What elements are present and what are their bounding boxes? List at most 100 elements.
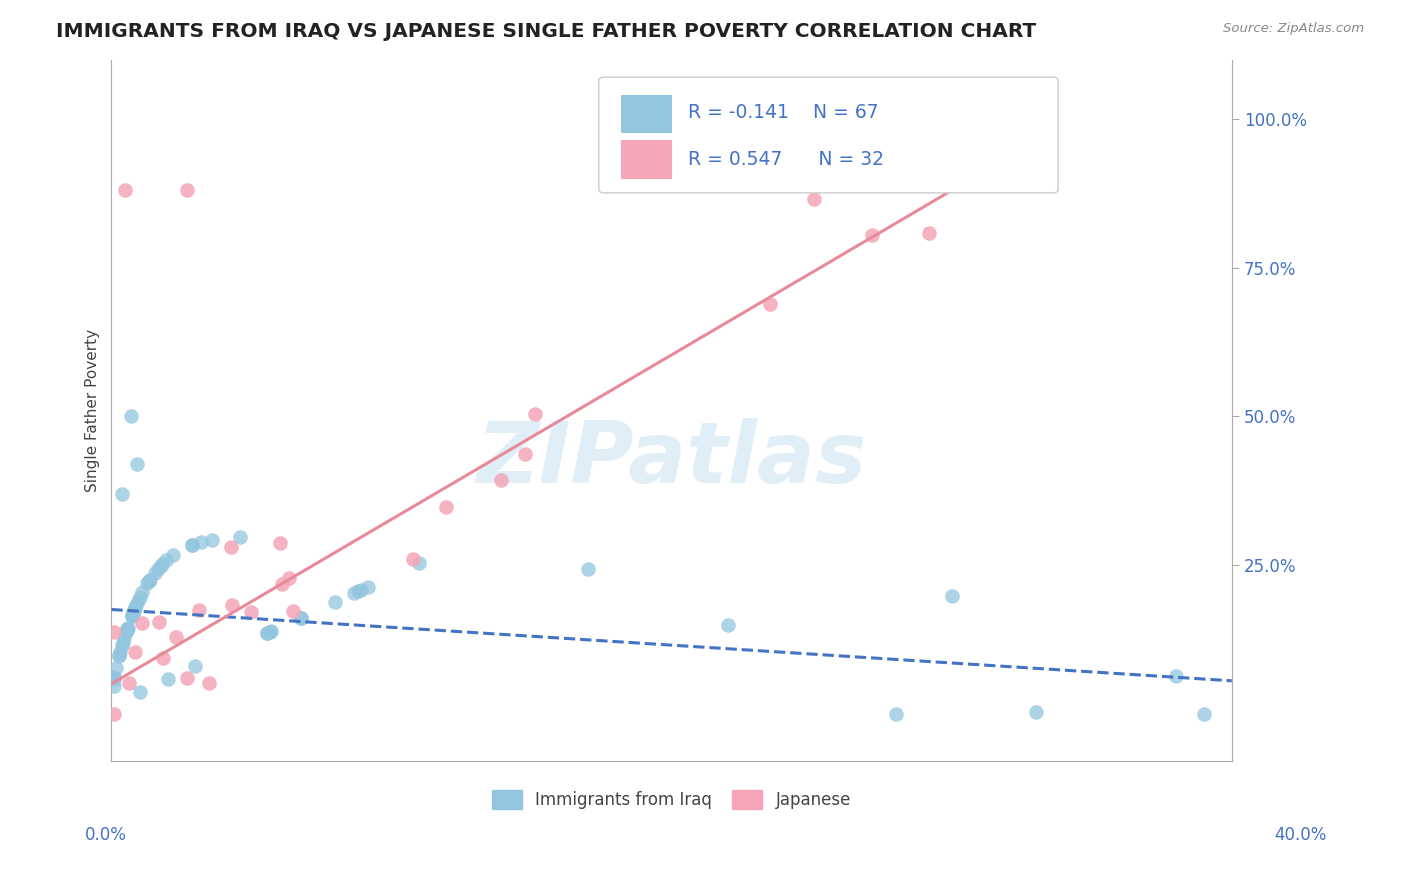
- Point: [111, 638, 134, 652]
- Point: [201, 533, 224, 547]
- Point: [115, 625, 138, 640]
- Text: ZIPatlas: ZIPatlas: [477, 418, 866, 501]
- Point: [181, 538, 204, 552]
- Point: [148, 615, 170, 629]
- Point: [124, 645, 146, 659]
- Point: [576, 561, 599, 575]
- Point: [228, 530, 250, 544]
- Point: [1025, 705, 1047, 719]
- Point: [219, 540, 242, 554]
- Point: [114, 183, 136, 197]
- Point: [121, 607, 143, 622]
- Point: [108, 648, 131, 662]
- Point: [124, 601, 146, 615]
- Point: [149, 558, 172, 573]
- Point: [918, 226, 941, 240]
- Point: [1010, 133, 1032, 147]
- Point: [269, 536, 291, 550]
- Point: [136, 576, 159, 591]
- Point: [1192, 706, 1215, 721]
- Point: [143, 566, 166, 580]
- Point: [221, 598, 243, 612]
- Text: R = 0.547      N = 32: R = 0.547 N = 32: [689, 150, 884, 169]
- Text: R = -0.141    N = 67: R = -0.141 N = 67: [689, 103, 879, 121]
- FancyBboxPatch shape: [621, 95, 672, 133]
- Point: [103, 706, 125, 721]
- Point: [115, 623, 138, 637]
- Point: [131, 585, 153, 599]
- Point: [198, 676, 221, 690]
- Point: [343, 586, 366, 600]
- Point: [103, 679, 125, 693]
- Point: [717, 618, 740, 632]
- Text: Source: ZipAtlas.com: Source: ZipAtlas.com: [1223, 22, 1364, 36]
- Point: [256, 626, 278, 640]
- Point: [941, 589, 963, 603]
- Point: [290, 611, 312, 625]
- Text: 0.0%: 0.0%: [84, 826, 127, 844]
- Point: [188, 603, 211, 617]
- Point: [176, 671, 198, 685]
- Point: [120, 409, 142, 424]
- Point: [1036, 106, 1059, 120]
- Point: [103, 672, 125, 686]
- Point: [176, 183, 198, 197]
- Point: [129, 590, 152, 604]
- Point: [256, 626, 278, 640]
- Point: [103, 625, 125, 640]
- Point: [108, 649, 131, 664]
- Point: [138, 574, 160, 589]
- Point: [117, 621, 139, 635]
- Point: [290, 610, 312, 624]
- Point: [1164, 669, 1187, 683]
- Point: [122, 603, 145, 617]
- Point: [108, 645, 131, 659]
- Point: [124, 601, 146, 615]
- Point: [146, 561, 169, 575]
- Point: [803, 192, 825, 206]
- Point: [402, 551, 425, 566]
- Point: [105, 661, 128, 675]
- Point: [884, 706, 907, 721]
- Point: [128, 685, 150, 699]
- Point: [165, 630, 187, 644]
- Text: 40.0%: 40.0%: [1274, 826, 1327, 844]
- Point: [121, 609, 143, 624]
- Point: [127, 593, 149, 607]
- Point: [118, 676, 141, 690]
- Point: [515, 447, 537, 461]
- Point: [152, 651, 174, 665]
- Point: [347, 584, 370, 599]
- Legend: Immigrants from Iraq, Japanese: Immigrants from Iraq, Japanese: [485, 783, 858, 816]
- Point: [260, 624, 283, 639]
- Point: [860, 227, 883, 242]
- Point: [111, 636, 134, 650]
- Point: [125, 598, 148, 612]
- FancyBboxPatch shape: [621, 140, 672, 179]
- Point: [131, 616, 153, 631]
- Point: [270, 576, 292, 591]
- FancyBboxPatch shape: [599, 77, 1059, 193]
- Point: [972, 172, 994, 186]
- Point: [111, 486, 134, 500]
- Point: [259, 625, 281, 640]
- Point: [138, 573, 160, 587]
- Point: [240, 605, 263, 619]
- Point: [523, 407, 546, 421]
- Point: [357, 580, 380, 594]
- Point: [190, 535, 212, 549]
- Point: [115, 622, 138, 636]
- Point: [162, 548, 184, 562]
- Point: [121, 607, 143, 621]
- Point: [489, 473, 512, 487]
- Point: [103, 671, 125, 685]
- Point: [281, 604, 304, 618]
- Point: [121, 609, 143, 624]
- Point: [115, 623, 138, 637]
- Point: [759, 296, 782, 310]
- Point: [408, 557, 430, 571]
- Point: [434, 500, 457, 515]
- Point: [156, 672, 179, 686]
- Point: [122, 605, 145, 619]
- Point: [323, 595, 346, 609]
